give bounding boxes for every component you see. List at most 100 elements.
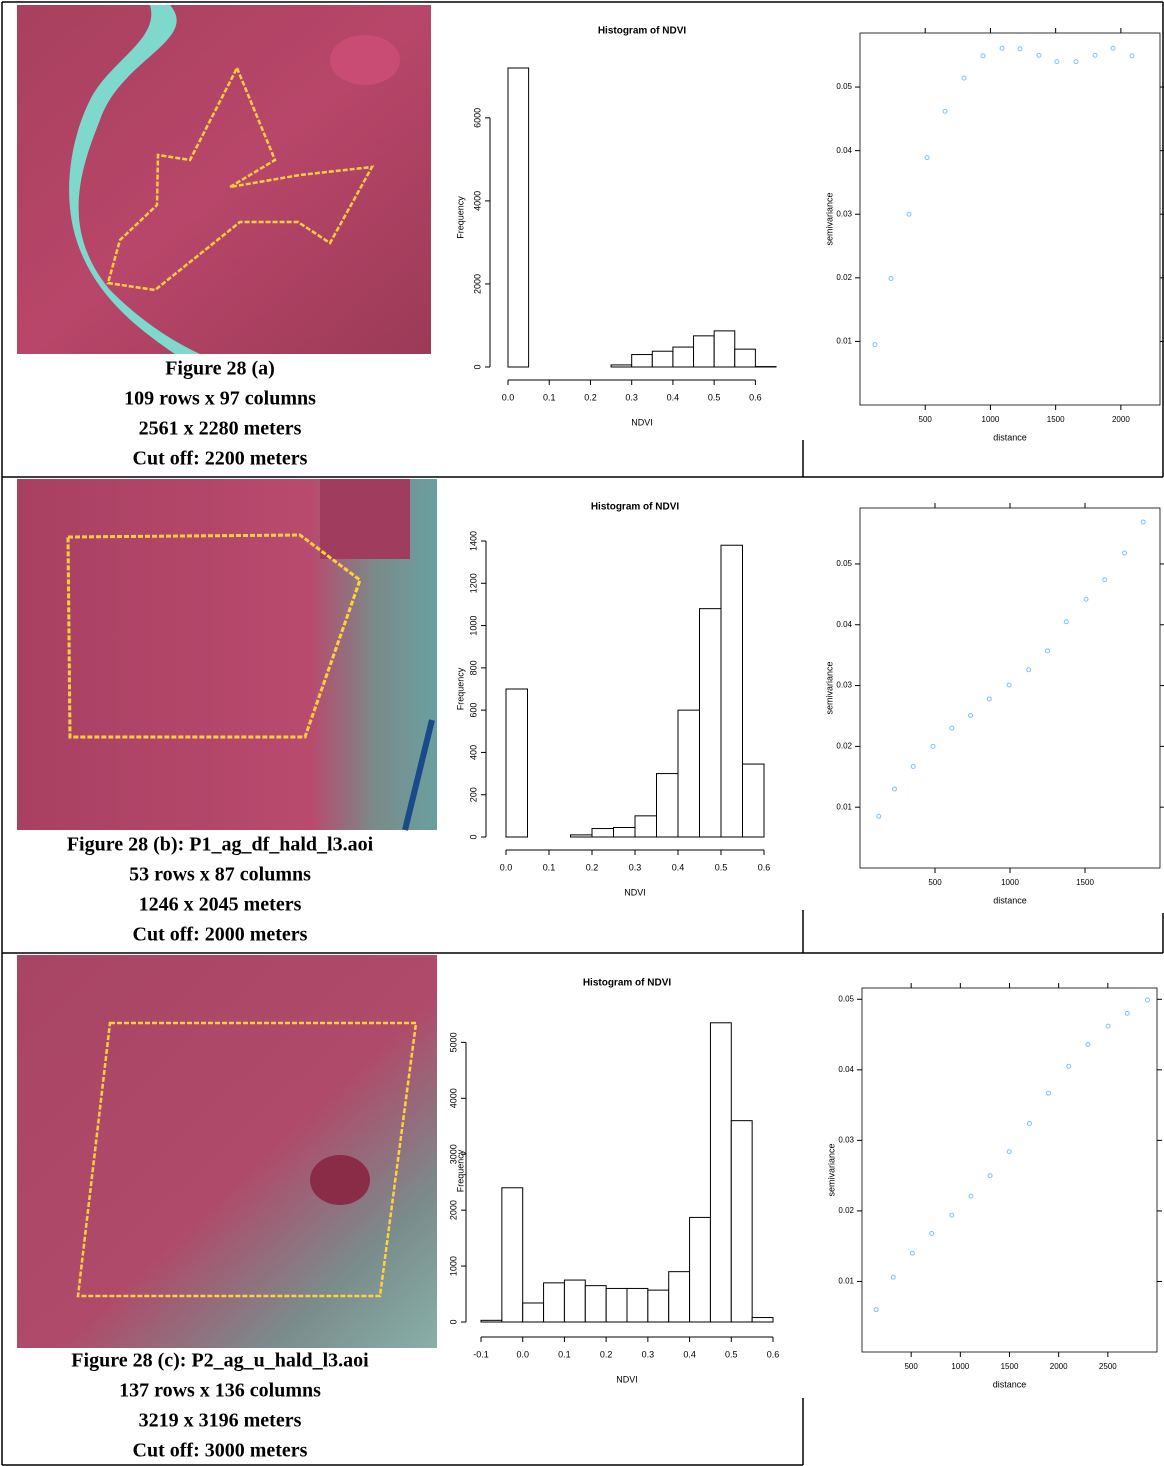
x-tick-label: 0.3 (625, 392, 638, 402)
x-tick-label: 0.2 (600, 1349, 613, 1359)
histogram-bar (634, 815, 657, 838)
x-tick-label: 0.6 (758, 862, 771, 872)
caption-line: Figure 28 (c): P2_ag_u_hald_l3.aoi (71, 1350, 369, 1372)
x-tick-label: 1000 (951, 1362, 969, 1371)
point (961, 75, 967, 81)
histogram-bar (507, 67, 530, 368)
histogram-bar (668, 1271, 691, 1323)
x-tick-label: 0.6 (767, 1349, 780, 1359)
y-tick-label: 0.04 (836, 146, 852, 155)
y-tick-label: 0.03 (836, 681, 852, 690)
histogram-bar (647, 1289, 670, 1323)
y-tick-label: 1000 (448, 1256, 458, 1276)
plot-frame (861, 987, 1158, 1353)
point (873, 1307, 879, 1313)
point (1102, 577, 1108, 583)
x-tick-label: 2000 (1112, 415, 1130, 424)
x-tick-label: 0.1 (558, 1349, 571, 1359)
histogram-bar (672, 346, 695, 368)
x-tick-label: 500 (919, 415, 933, 424)
point (968, 712, 974, 718)
x-axis-label: distance (993, 1379, 1027, 1389)
caption-line: Cut off: 3000 meters (133, 1440, 308, 1462)
histogram-bar (584, 1285, 607, 1323)
point (949, 725, 955, 731)
point (892, 786, 897, 792)
histogram-bar (613, 826, 636, 838)
x-axis-label: distance (993, 895, 1027, 905)
histogram-bar (689, 1216, 711, 1323)
histogram-bar (505, 688, 528, 838)
caption-line: 1246 x 2045 meters (139, 894, 302, 916)
y-tick-label: 0.03 (838, 1135, 854, 1144)
point (930, 743, 936, 749)
histogram-bar (626, 1287, 649, 1323)
y-tick-label: 0.01 (836, 802, 852, 811)
point (1006, 682, 1012, 688)
x-tick-label: 500 (904, 1362, 918, 1371)
histogram-bar (480, 1319, 503, 1323)
point (888, 275, 894, 281)
y-tick-label: 0.05 (838, 994, 854, 1003)
x-tick-label: 1500 (1001, 1362, 1019, 1371)
chart-title: Histogram of NDVI (583, 978, 672, 989)
point (906, 211, 912, 217)
x-tick-label: 0.3 (629, 862, 642, 872)
point (924, 155, 930, 161)
caption-line: Cut off: 2000 meters (133, 924, 308, 946)
satellite-image (17, 479, 437, 831)
x-tick-label: 0.3 (642, 1349, 655, 1359)
x-tick-label: 2000 (1050, 1362, 1068, 1371)
caption-line: 3219 x 3196 meters (139, 1410, 302, 1432)
point (1054, 59, 1060, 65)
point (1092, 52, 1098, 58)
x-tick-label: 1500 (1047, 415, 1065, 424)
x-tick-label: 1500 (1076, 878, 1094, 887)
histogram-bar (709, 1022, 732, 1323)
point (1085, 1041, 1091, 1047)
x-tick-label: 0.4 (667, 392, 680, 402)
point (1066, 1063, 1072, 1069)
x-tick-label: -0.1 (473, 1349, 489, 1359)
point (999, 45, 1005, 51)
x-tick-label: 0.5 (715, 862, 728, 872)
x-tick-label: 0.1 (543, 862, 556, 872)
histogram-bar (631, 354, 653, 368)
histogram-bar (693, 335, 715, 368)
point (1036, 52, 1042, 58)
x-axis-label: NDVI (624, 887, 646, 897)
caption-line: Figure 28 (a) (165, 358, 275, 380)
point (942, 108, 948, 114)
y-tick-label: 200 (468, 787, 478, 802)
y-tick-label: 3000 (448, 1144, 458, 1164)
x-tick-label: 500 (928, 878, 942, 887)
x-tick-label: 0.1 (543, 392, 556, 402)
point (1105, 1023, 1111, 1029)
y-tick-label: 0.03 (836, 209, 852, 218)
y-tick-label: 0.04 (836, 620, 852, 629)
chart-title: Histogram of NDVI (591, 502, 680, 513)
point (929, 1230, 935, 1236)
point (1129, 53, 1135, 59)
point (949, 1212, 955, 1218)
x-tick-label: 0.2 (584, 392, 597, 402)
point (987, 1173, 993, 1179)
point (1144, 997, 1150, 1003)
y-tick-label: 0.05 (836, 559, 852, 568)
y-tick-label: 0 (468, 834, 478, 839)
x-axis-label: NDVI (631, 417, 653, 427)
histogram-bar (677, 709, 700, 838)
y-tick-label: 4000 (448, 1088, 458, 1108)
point (968, 1193, 974, 1199)
caption-line: 109 rows x 97 columns (124, 388, 316, 410)
satellite-image (17, 5, 431, 354)
point (1063, 619, 1069, 625)
y-tick-label: 0.01 (838, 1277, 854, 1286)
point (1121, 550, 1127, 556)
point (910, 763, 916, 769)
y-tick-label: 0.04 (838, 1065, 854, 1074)
y-axis-label: semivariance (824, 661, 834, 714)
histogram-bar (501, 1187, 524, 1323)
x-axis-label: distance (993, 432, 1027, 442)
